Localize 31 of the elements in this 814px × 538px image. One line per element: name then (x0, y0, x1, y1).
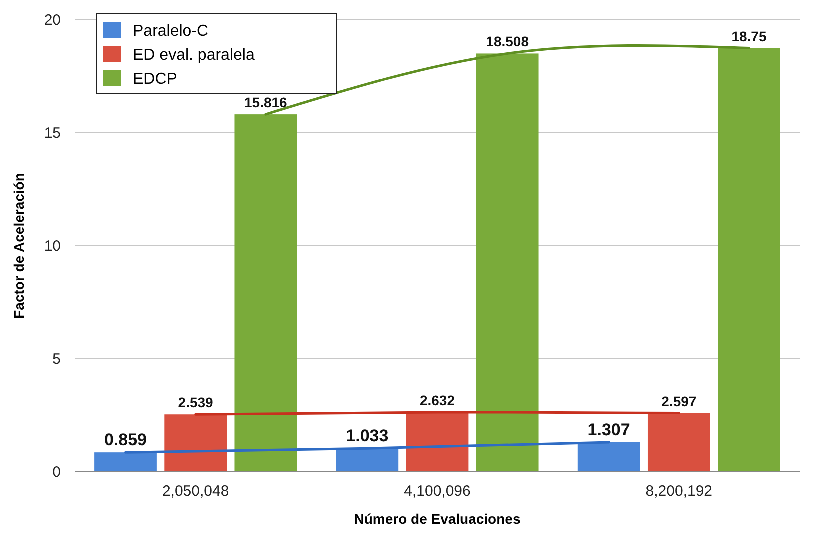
data-label: 0.859 (104, 430, 148, 450)
y-tick-label: 5 (52, 351, 61, 368)
data-label: 18.75 (732, 28, 767, 44)
data-label: 2.597 (662, 393, 697, 410)
legend-label: ED eval. paralela (133, 47, 255, 64)
y-tick-label: 15 (44, 125, 61, 142)
bar (718, 48, 780, 472)
x-tick-label: 8,200,192 (646, 483, 713, 500)
x-tick-label: 4,100,096 (404, 483, 471, 500)
bar (164, 414, 228, 472)
bar (336, 448, 399, 472)
data-label: 1.307 (588, 420, 630, 440)
data-label: 2.632 (420, 392, 456, 409)
data-label: 2.539 (178, 394, 214, 411)
y-tick-label: 20 (44, 12, 61, 29)
bar (578, 442, 640, 472)
legend-label: EDCP (133, 71, 178, 88)
bar (648, 413, 710, 472)
y-tick-label: 0 (52, 464, 61, 481)
x-tick-label: 2,050,048 (162, 483, 230, 500)
bar (94, 452, 157, 472)
x-axis-title: Número de Evaluaciones (354, 511, 521, 527)
bar (406, 412, 469, 472)
data-label: 1.033 (346, 426, 389, 446)
y-tick-label: 10 (44, 238, 61, 255)
y-axis-title: Factor de Aceleración (11, 173, 27, 319)
legend-label: Paralelo-C (133, 23, 209, 40)
data-label: 15.816 (244, 94, 288, 111)
data-label: 18.508 (486, 34, 530, 50)
bar (476, 54, 539, 472)
bar (234, 114, 298, 472)
